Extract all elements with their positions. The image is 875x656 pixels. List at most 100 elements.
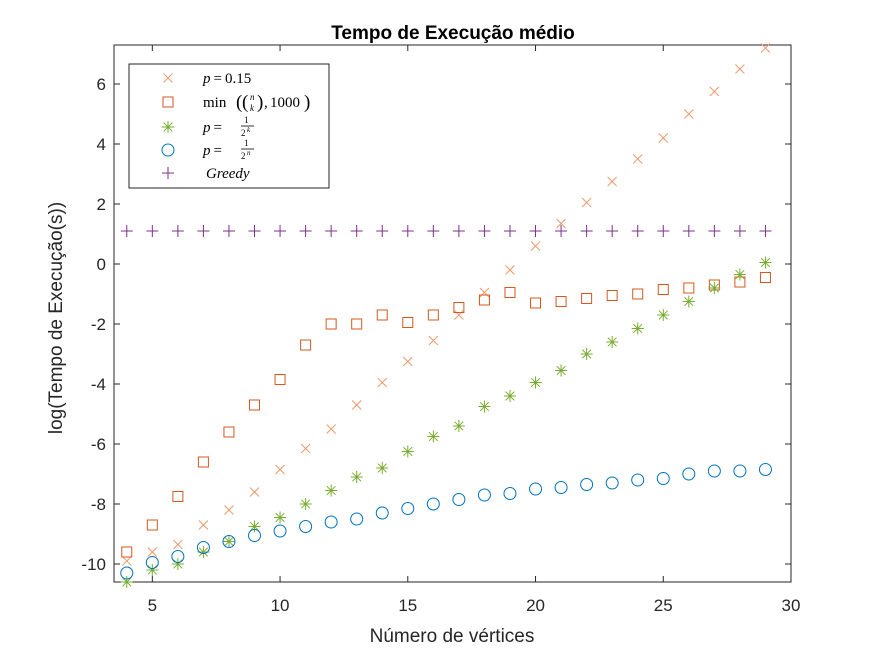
data-point-x bbox=[402, 356, 413, 367]
data-point-square bbox=[249, 399, 261, 411]
data-point-asterisk bbox=[555, 364, 568, 377]
svg-text:n: n bbox=[250, 92, 255, 102]
legend-marker-x bbox=[163, 73, 173, 83]
data-point-circle bbox=[222, 535, 236, 548]
data-point-x bbox=[709, 86, 720, 97]
data-point-circle bbox=[196, 541, 210, 554]
data-point-x bbox=[632, 154, 643, 164]
data-point-square bbox=[683, 282, 695, 294]
data-point-circle bbox=[375, 506, 389, 520]
svg-text:,: , bbox=[264, 95, 268, 111]
data-point-square bbox=[530, 297, 542, 309]
data-point-square bbox=[172, 491, 184, 502]
y-axis-label: log(Tempo de Execução(s)) bbox=[46, 202, 67, 434]
data-point-plus bbox=[606, 225, 619, 237]
data-point-plus bbox=[120, 225, 133, 237]
data-point-x bbox=[224, 505, 234, 515]
data-point-square bbox=[376, 309, 388, 321]
data-point-plus bbox=[682, 225, 695, 237]
data-point-plus bbox=[350, 225, 363, 237]
y-tick-label: 6 bbox=[97, 75, 106, 94]
svg-text:): ) bbox=[257, 92, 263, 113]
data-point-plus bbox=[631, 225, 644, 237]
data-point-square bbox=[759, 272, 771, 283]
data-point-circle bbox=[145, 556, 159, 569]
y-tick-label: 2 bbox=[97, 195, 106, 214]
data-point-plus bbox=[733, 225, 746, 237]
data-point-circle bbox=[554, 481, 568, 494]
data-point-square bbox=[325, 318, 337, 330]
data-point-circle bbox=[733, 464, 747, 478]
y-tick-label: -4 bbox=[91, 375, 106, 394]
data-point-square bbox=[121, 546, 133, 558]
data-point-asterisk bbox=[759, 256, 772, 269]
data-marks bbox=[120, 43, 772, 588]
data-point-x bbox=[735, 64, 745, 74]
data-point-circle bbox=[350, 512, 364, 526]
data-point-circle bbox=[426, 497, 440, 511]
data-point-asterisk bbox=[631, 322, 644, 335]
legend-label-p-over-2n: p = 1 2 n bbox=[202, 138, 254, 161]
legend: p = 0.15 min ( ( n k ) , 1000 ) p = 1 2 k p… bbox=[128, 63, 330, 189]
data-point-asterisk bbox=[529, 376, 542, 389]
x-tick-label: 5 bbox=[148, 596, 157, 615]
data-point-x bbox=[275, 464, 285, 475]
svg-text:1: 1 bbox=[244, 115, 249, 125]
y-tick-label: 4 bbox=[97, 135, 106, 154]
data-point-x bbox=[147, 547, 158, 557]
x-axis-label: Número de vértices bbox=[370, 626, 535, 647]
svg-text:(: ( bbox=[242, 92, 248, 113]
data-point-plus bbox=[299, 225, 312, 237]
data-point-plus bbox=[376, 225, 389, 237]
legend-markers bbox=[161, 73, 175, 179]
x-tick-label: 25 bbox=[654, 596, 673, 615]
y-tick-label: 0 bbox=[97, 255, 106, 274]
data-point-square bbox=[351, 318, 363, 330]
data-point-x bbox=[198, 520, 209, 530]
data-point-asterisk bbox=[146, 564, 159, 576]
data-point-x bbox=[351, 400, 362, 410]
data-point-asterisk bbox=[733, 268, 746, 281]
data-point-plus bbox=[248, 225, 261, 237]
data-point-plus bbox=[171, 225, 184, 237]
data-point-circle bbox=[401, 502, 415, 515]
data-point-asterisk bbox=[376, 462, 389, 474]
data-point-square bbox=[555, 296, 567, 307]
legend-marker-plus bbox=[162, 167, 174, 179]
data-point-square bbox=[478, 294, 490, 306]
svg-text:min: min bbox=[203, 95, 227, 111]
data-point-asterisk bbox=[299, 498, 312, 510]
legend-marker-asterisk bbox=[162, 121, 174, 133]
data-point-square bbox=[581, 293, 593, 304]
data-point-asterisk bbox=[274, 511, 287, 524]
data-point-circle bbox=[758, 463, 772, 476]
data-point-square bbox=[223, 426, 235, 438]
data-point-x bbox=[581, 197, 592, 208]
data-point-x bbox=[249, 487, 260, 497]
data-point-asterisk bbox=[325, 484, 338, 497]
data-point-plus bbox=[427, 225, 440, 237]
data-point-circle bbox=[707, 464, 721, 478]
legend-box bbox=[128, 63, 330, 189]
svg-text:): ) bbox=[304, 92, 310, 113]
data-point-asterisk bbox=[222, 535, 235, 548]
data-point-asterisk bbox=[401, 445, 414, 458]
data-point-square bbox=[606, 290, 618, 301]
x-tick-label: 20 bbox=[526, 596, 545, 615]
x-tick-label: 10 bbox=[271, 596, 290, 615]
data-point-circle bbox=[248, 529, 262, 542]
data-point-square bbox=[632, 288, 644, 300]
data-point-circle bbox=[631, 473, 645, 487]
data-point-plus bbox=[555, 225, 568, 237]
data-point-x bbox=[428, 335, 439, 346]
svg-text:k: k bbox=[250, 103, 255, 113]
svg-text:1000: 1000 bbox=[270, 95, 300, 111]
data-point-asterisk bbox=[427, 430, 440, 443]
data-point-circle bbox=[580, 478, 594, 491]
legend-label-min-binomial: min ( ( n k ) , 1000 ) bbox=[203, 92, 310, 113]
series-asterisk bbox=[120, 256, 772, 588]
data-point-square bbox=[657, 284, 669, 295]
data-point-plus bbox=[222, 225, 235, 237]
legend-marker-circle bbox=[161, 143, 175, 157]
